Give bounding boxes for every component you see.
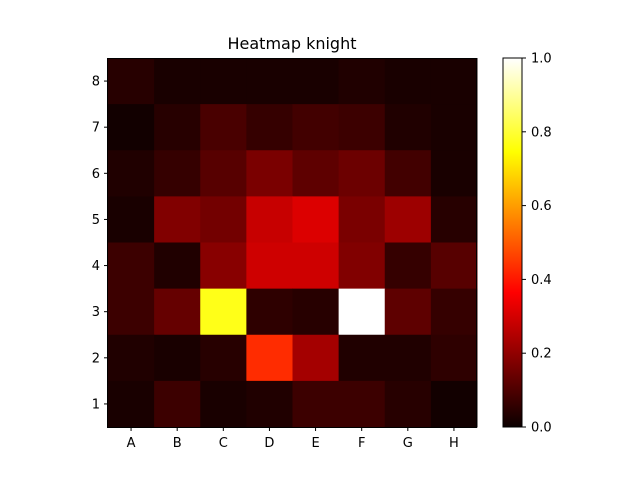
heatmap-cell-A8 <box>108 58 155 105</box>
chart-title: Heatmap knight <box>227 34 356 53</box>
colorbar <box>503 58 522 427</box>
heatmap-cell-F3 <box>338 288 386 336</box>
heatmap-cell-E1 <box>292 380 340 428</box>
heatmap-cell-A2 <box>108 334 155 382</box>
heatmap-cell-G4 <box>384 242 432 290</box>
heatmap-cell-H3 <box>430 288 478 336</box>
colorbar-tick-label: 0.4 <box>531 273 552 288</box>
x-tick-label: H <box>449 436 459 451</box>
colorbar-tick-label: 0.6 <box>531 199 552 214</box>
heatmap-cell-E4 <box>292 242 340 290</box>
heatmap-cell-B5 <box>154 196 201 243</box>
colorbar-frame <box>502 57 523 428</box>
heatmap-cell-G2 <box>384 334 432 382</box>
heatmap-cell-D7 <box>246 104 293 151</box>
heatmap-cell-H1 <box>430 380 478 428</box>
colorbar-tick-label: 0.8 <box>531 125 552 140</box>
heatmap-cell-C1 <box>200 380 247 428</box>
heatmap-cell-D6 <box>246 150 293 197</box>
heatmap-cell-A7 <box>108 104 155 151</box>
heatmap-cell-E7 <box>292 104 340 151</box>
heatmap-cell-E8 <box>292 58 340 105</box>
heatmap-cell-H5 <box>430 196 478 243</box>
heatmap-cell-G6 <box>384 150 432 197</box>
heatmap-cell-A4 <box>108 242 155 290</box>
heatmap-cell-A5 <box>108 196 155 243</box>
colorbar-tick-label: 0.2 <box>531 347 552 362</box>
x-tick-label: A <box>127 436 136 451</box>
heatmap-cell-G5 <box>384 196 432 243</box>
x-tick-label: G <box>403 436 413 451</box>
heatmap-cell-F8 <box>338 58 386 105</box>
x-tick-label: C <box>219 436 228 451</box>
colorbar-tick-label: 1.0 <box>531 52 552 67</box>
y-tick-label: 4 <box>92 259 100 274</box>
heatmap-cell-B4 <box>154 242 201 290</box>
heatmap-cell-H7 <box>430 104 478 151</box>
heatmap-cell-C4 <box>200 242 247 290</box>
heatmap-cell-E3 <box>292 288 340 336</box>
heatmap-cell-G7 <box>384 104 432 151</box>
x-tick-label: E <box>311 436 319 451</box>
heatmap-cell-D3 <box>246 288 293 336</box>
plot-frame <box>107 58 477 428</box>
heatmap-cell-B3 <box>154 288 201 336</box>
heatmap-cell-F5 <box>338 196 386 243</box>
y-tick-label: 2 <box>92 351 100 366</box>
y-tick-label: 8 <box>92 75 100 90</box>
heatmap-cell-F4 <box>338 242 386 290</box>
heatmap-cell-C2 <box>200 334 247 382</box>
colorbar-tick-label: 0.0 <box>531 421 552 436</box>
x-tick-label: D <box>264 436 274 451</box>
heatmap-cell-B8 <box>154 58 201 105</box>
heatmap-cell-B6 <box>154 150 201 197</box>
heatmap-cell-D5 <box>246 196 293 243</box>
heatmap-cell-H8 <box>430 58 478 105</box>
x-tick-label: B <box>173 436 182 451</box>
colorbar-axis: 0.0 0.2 0.4 0.6 0.8 1.0 <box>522 52 552 436</box>
heatmap-cell-F2 <box>338 334 386 382</box>
heatmap-cell-G3 <box>384 288 432 336</box>
y-tick-label: 6 <box>92 167 100 182</box>
heatmap-cell-F7 <box>338 104 386 151</box>
y-tick-label: 3 <box>92 305 100 320</box>
heatmap-cell-B7 <box>154 104 201 151</box>
heatmap-cell-H6 <box>430 150 478 197</box>
heatmap-cell-E6 <box>292 150 340 197</box>
y-tick-label: 5 <box>92 213 100 228</box>
heatmap-cell-C3 <box>200 288 247 336</box>
heatmap-cell-G1 <box>384 380 432 428</box>
heatmap-cell-F6 <box>338 150 386 197</box>
heatmap-cell-D2 <box>246 334 293 382</box>
x-tick-label: F <box>358 436 365 451</box>
heatmap-cell-A6 <box>108 150 155 197</box>
y-tick-label: 1 <box>92 397 100 412</box>
heatmap-cell-C5 <box>200 196 247 243</box>
y-axis: 8 7 6 5 4 3 2 1 <box>92 75 108 412</box>
heatmap-cell-H4 <box>430 242 478 290</box>
heatmap-cell-C6 <box>200 150 247 197</box>
x-axis: A B C D E F G H <box>127 427 459 451</box>
heatmap-cell-C7 <box>200 104 247 151</box>
heatmap-cell-B1 <box>154 380 201 428</box>
heatmap-cell-H2 <box>430 334 478 382</box>
heatmap-cell-E5 <box>292 196 340 243</box>
heatmap-cell-A1 <box>108 380 155 428</box>
heatmap-cell-D1 <box>246 380 293 428</box>
heatmap-cell-D8 <box>246 58 293 105</box>
heatmap-cell-F1 <box>338 380 386 428</box>
heatmap-cell-E2 <box>292 334 340 382</box>
heatmap-cell-A3 <box>108 288 155 336</box>
heatmap-cell-B2 <box>154 334 201 382</box>
heatmap-cell-D4 <box>246 242 293 290</box>
y-tick-label: 7 <box>92 121 100 136</box>
heatmap-cell-C8 <box>200 58 247 105</box>
heatmap-cell-G8 <box>384 58 432 105</box>
heatmap-cells <box>108 58 478 428</box>
